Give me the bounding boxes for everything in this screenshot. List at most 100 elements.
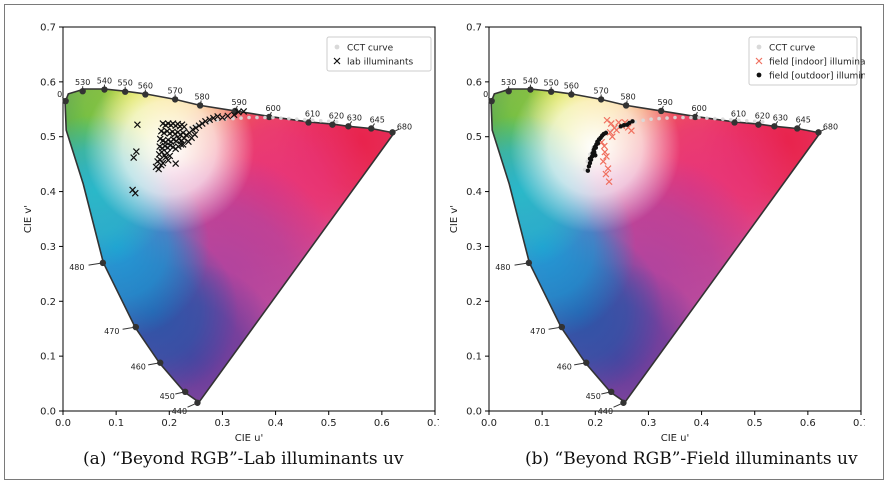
data-point-x xyxy=(164,156,172,164)
cct-curve-point xyxy=(673,115,677,120)
wavelength-label: 580 xyxy=(194,92,209,101)
wavelength-label: 570 xyxy=(167,86,182,95)
wavelength-marker xyxy=(525,259,533,267)
wavelength-tick xyxy=(187,402,198,408)
x-tick-label: 0.5 xyxy=(747,418,763,429)
wavelength-label: 530 xyxy=(501,78,516,87)
x-tick-label: 0.5 xyxy=(321,418,337,429)
wavelength-label: 440 xyxy=(172,407,187,416)
cct-curve-point xyxy=(729,117,733,122)
cct-curve-point xyxy=(239,116,243,120)
legend-label: lab illuminants xyxy=(347,58,414,68)
wavelength-marker xyxy=(79,87,86,95)
wavelength-tick xyxy=(308,117,312,123)
wavelength-tick xyxy=(818,128,826,133)
data-point-x xyxy=(166,152,174,160)
y-tick-label: 0.3 xyxy=(466,242,482,253)
cct-curve-point xyxy=(649,117,653,121)
wavelength-marker xyxy=(755,121,762,128)
wavelength-label: 680 xyxy=(823,122,838,131)
x-tick-label: 0.0 xyxy=(481,418,497,429)
legend-box xyxy=(748,36,858,86)
wavelength-tick xyxy=(370,123,375,129)
wavelength-tick xyxy=(61,96,67,102)
cct-curve-point xyxy=(303,117,307,122)
data-point-x xyxy=(604,165,612,172)
wavelength-tick xyxy=(175,391,186,395)
data-point-x xyxy=(603,153,610,160)
data-point-x xyxy=(603,116,611,124)
legend-box xyxy=(326,36,432,72)
wavelength-tick xyxy=(694,111,698,118)
cct-curve-point xyxy=(736,118,741,123)
data-point-x xyxy=(613,126,620,134)
wavelength-tick xyxy=(796,123,801,129)
data-point-dot xyxy=(603,130,609,136)
cct-curve-point xyxy=(326,119,331,124)
y-tick-label: 0.0 xyxy=(40,407,56,418)
data-point-x xyxy=(182,131,190,139)
wavelength-marker xyxy=(305,119,312,126)
data-point-x xyxy=(130,154,138,161)
y-tick-label: 0.4 xyxy=(466,187,482,198)
x-axis-label: CIE u' xyxy=(661,433,690,444)
data-point-x xyxy=(607,120,615,127)
legend-marker xyxy=(756,44,762,50)
data-point-dot xyxy=(593,153,598,158)
y-tick-label: 0.3 xyxy=(40,242,56,253)
wavelength-marker xyxy=(731,119,738,126)
wavelength-label: 590 xyxy=(658,98,673,107)
wavelength-tick xyxy=(88,262,103,266)
data-point-x xyxy=(180,123,188,131)
cct-curve-point xyxy=(721,117,725,121)
legend-label: field [outdoor] illuminants xyxy=(769,72,865,82)
data-point-dot xyxy=(585,168,591,173)
data-point-dot xyxy=(587,156,593,161)
cct-curve-point xyxy=(334,120,339,124)
data-point-x xyxy=(132,148,140,155)
x-tick-label: 0.3 xyxy=(214,418,230,429)
wavelength-marker xyxy=(558,323,566,331)
x-tick-label: 0.0 xyxy=(55,418,71,429)
data-point-x xyxy=(172,160,180,168)
wavelength-tick xyxy=(773,121,779,127)
cct-curve-point xyxy=(310,118,315,123)
y-axis-label: CIE v' xyxy=(449,205,460,233)
cct-curve-point xyxy=(318,119,323,123)
wavelength-tick xyxy=(734,117,738,123)
y-tick-label: 0.5 xyxy=(40,132,56,143)
legend-marker xyxy=(755,57,763,65)
wavelength-label: 440 xyxy=(598,407,613,416)
wavelength-label: 540 xyxy=(97,77,112,86)
x-tick-label: 0.2 xyxy=(161,418,177,429)
wavelength-label: 560 xyxy=(138,81,153,90)
wavelength-marker xyxy=(99,259,107,267)
data-point-x xyxy=(608,133,616,141)
data-point-x xyxy=(224,112,232,120)
x-tick-label: 0.4 xyxy=(694,418,710,429)
wavelength-marker xyxy=(196,102,204,109)
x-tick-label: 0.4 xyxy=(268,418,284,429)
cct-curve-point xyxy=(744,119,749,123)
x-tick-label: 0.7 xyxy=(427,418,439,429)
x-tick-label: 0.6 xyxy=(374,418,390,429)
wavelength-marker xyxy=(583,359,590,366)
wavelength-label: 570 xyxy=(593,86,608,95)
data-point-x xyxy=(601,148,609,156)
data-point-dot xyxy=(593,145,599,150)
x-tick-label: 0.2 xyxy=(587,418,603,429)
wavelength-label: 630 xyxy=(347,113,362,122)
cct-curve-point xyxy=(255,115,259,120)
wavelength-label: 610 xyxy=(305,109,320,118)
wavelength-label: 540 xyxy=(523,77,538,86)
data-point-x xyxy=(606,128,614,136)
wavelength-tick xyxy=(660,105,664,112)
wavelength-label: 645 xyxy=(796,115,811,124)
legend-label: field [indoor] illuminants xyxy=(769,58,865,68)
legend-marker xyxy=(756,72,762,78)
data-point-x xyxy=(600,142,608,150)
y-tick-label: 0.7 xyxy=(40,23,56,34)
cct-curve-point xyxy=(657,116,661,121)
wavelength-label: 460 xyxy=(131,363,146,372)
cct-curve-point xyxy=(247,115,251,120)
